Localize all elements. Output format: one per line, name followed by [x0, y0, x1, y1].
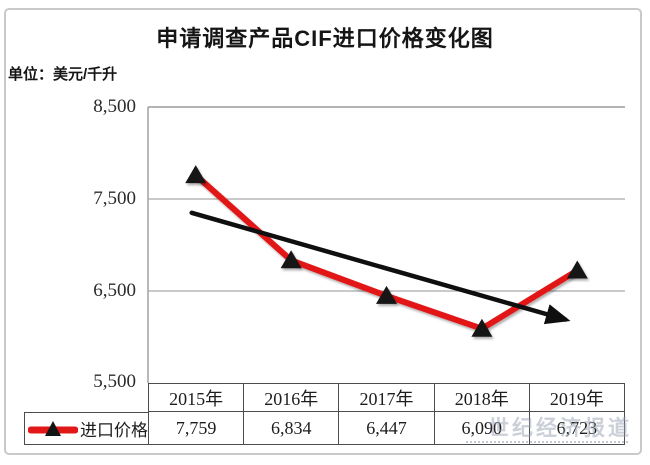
- chart-title: 申请调查产品CIF进口价格变化图: [156, 26, 494, 51]
- unit-label: 单位：美元/千升: [8, 66, 118, 83]
- data-point-marker: [185, 165, 207, 184]
- table-value-cell: 7,759: [148, 412, 243, 444]
- data-point-marker: [376, 285, 397, 304]
- table-data-row: 进口价格 7,759 6,834 6,447 6,090 6,723: [24, 412, 625, 445]
- table-header-row: 2015年 2016年 2017年 2018年 2019年: [148, 383, 625, 412]
- table-header-year: 2018年: [433, 384, 529, 411]
- table-header-year: 2019年: [528, 384, 624, 411]
- table-value-cell: 6,447: [338, 412, 433, 444]
- table-value-cell: 6,090: [433, 412, 529, 444]
- data-point-marker: [471, 318, 493, 337]
- table-header-year: 2017年: [338, 384, 433, 411]
- legend-cell: 进口价格: [24, 412, 148, 444]
- table-header-year: 2015年: [148, 384, 243, 411]
- table-value-cell: 6,723: [528, 412, 624, 444]
- table-header-year: 2016年: [243, 384, 338, 411]
- table-value-cell: 6,834: [243, 412, 338, 444]
- photo-frame-border: [4, 8, 642, 455]
- y-axis-tick-6500: 6,500: [93, 280, 136, 301]
- data-point-marker: [566, 260, 588, 279]
- y-axis-tick-8500: 8,500: [93, 96, 136, 117]
- data-point-marker: [280, 250, 302, 269]
- y-axis-tick-5500: 5,500: [93, 371, 136, 392]
- legend-label: 进口价格: [80, 421, 148, 440]
- data-table: 2015年 2016年 2017年 2018年 2019年 进口价格 7,759…: [24, 383, 625, 445]
- series-legend-icon: [28, 420, 78, 436]
- trend-arrow-line: [189, 210, 571, 325]
- y-axis-tick-7500: 7,500: [93, 188, 136, 209]
